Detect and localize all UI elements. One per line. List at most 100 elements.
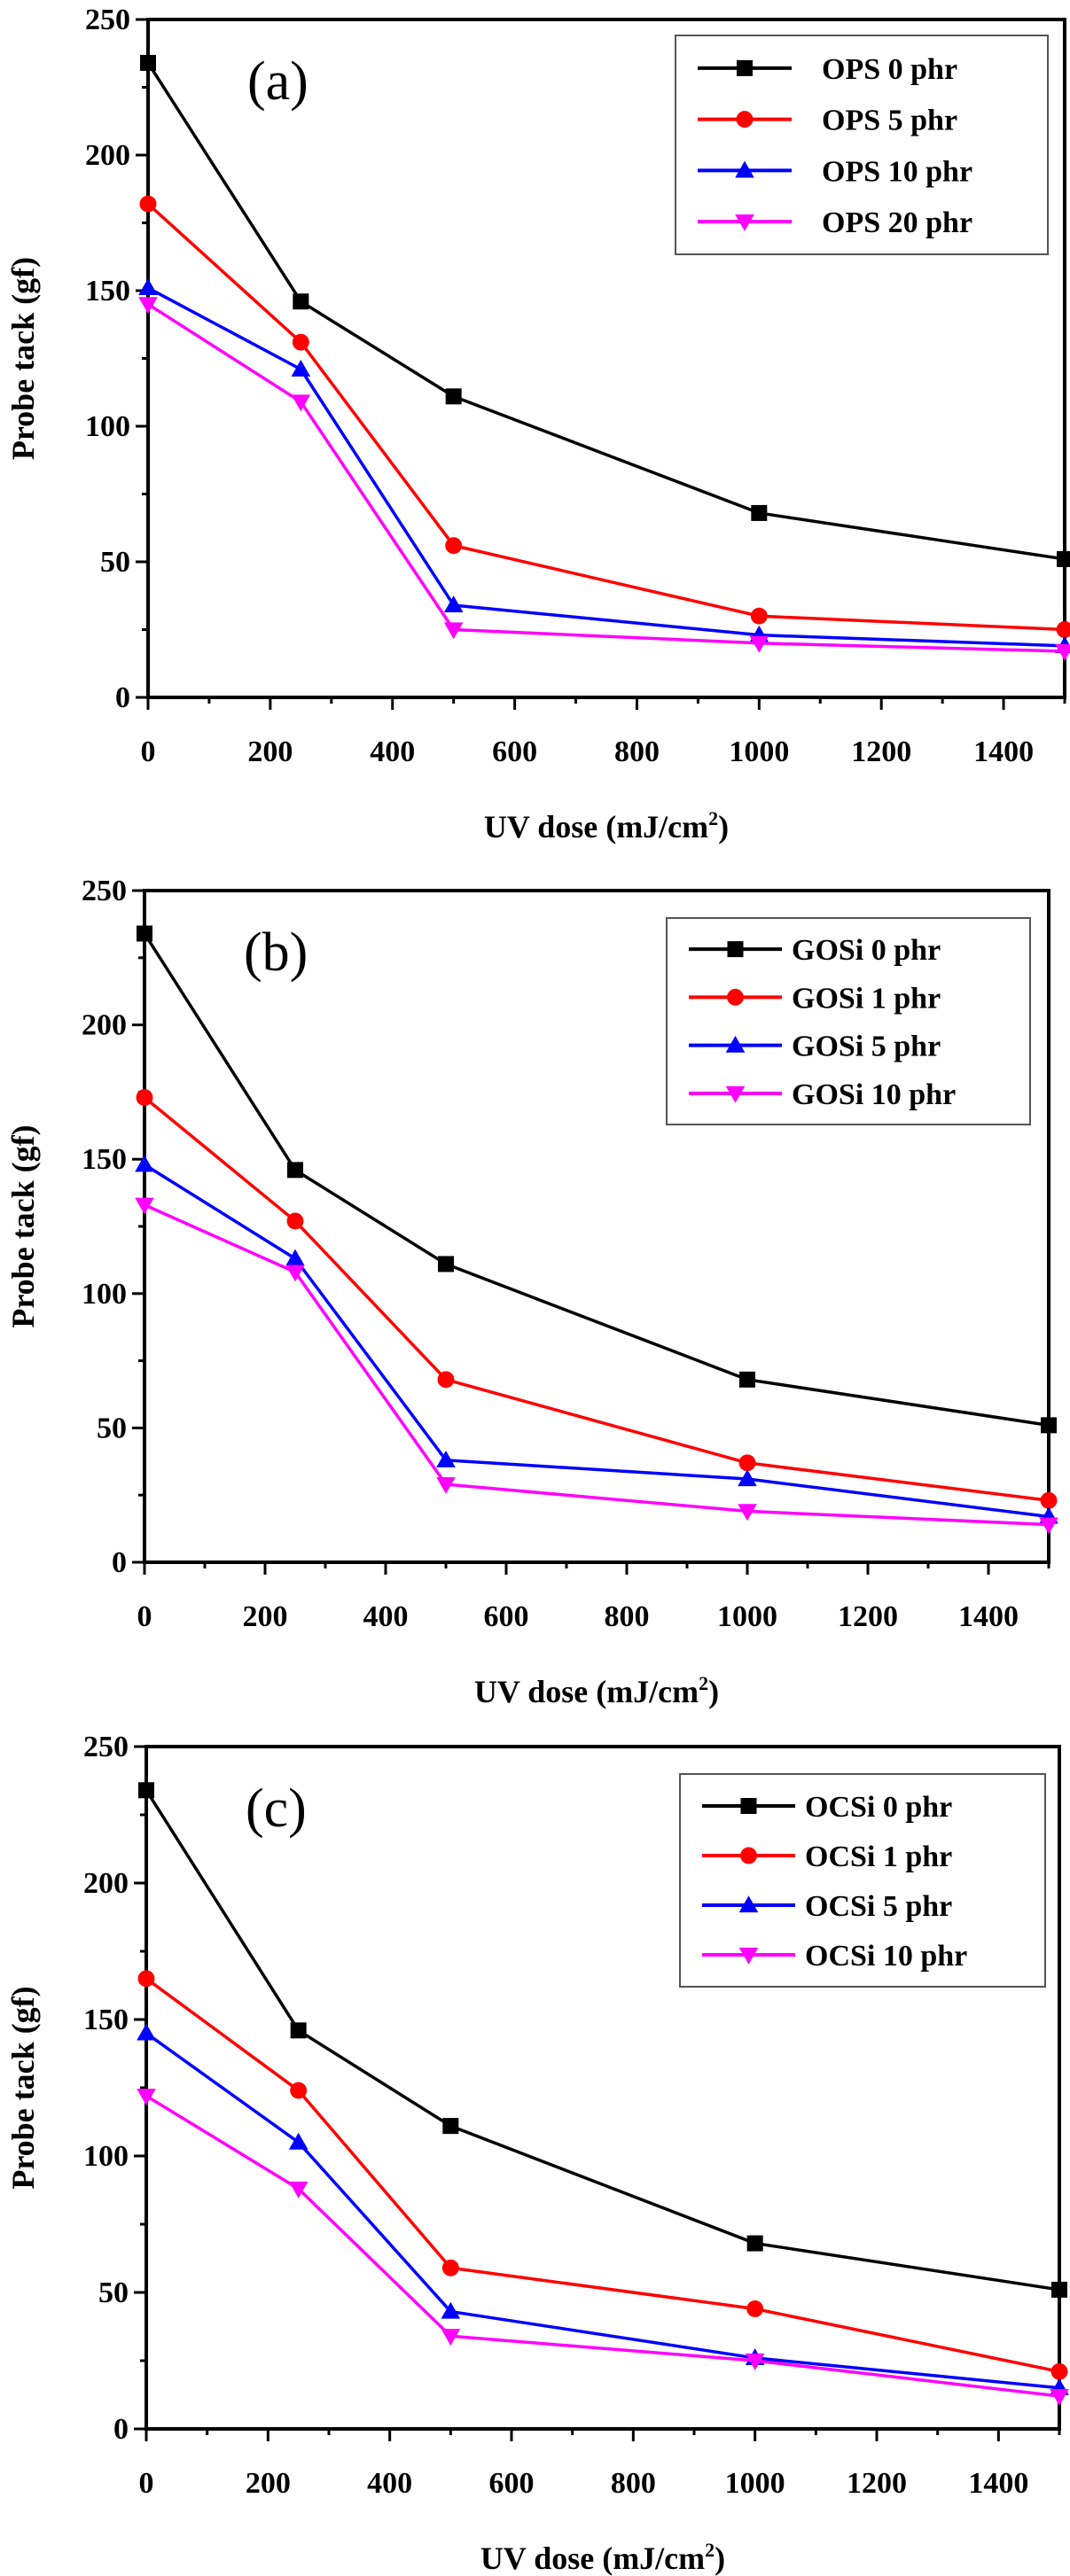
legend-marker [740, 1847, 757, 1864]
series-ocsi-1-phr [137, 1970, 1068, 2380]
data-point [292, 333, 309, 351]
data-point [1056, 621, 1070, 638]
data-point [746, 2235, 763, 2252]
series-ops-20-phr [138, 297, 1070, 661]
x-tick-label: 600 [484, 1600, 529, 1633]
x-tick-label: 0 [139, 2467, 154, 2500]
legend-item: GOSi 5 phr [689, 1031, 941, 1063]
series-line [144, 1203, 1050, 1527]
legend-box [666, 917, 1031, 1125]
x-tick-label: 600 [492, 735, 537, 768]
data-point [136, 1089, 153, 1106]
y-tick-label: 100 [85, 410, 130, 443]
legend-item: GOSi 0 phr [689, 934, 941, 967]
legend-item: OCSi 0 phr [702, 1791, 952, 1824]
x-tick-label: 400 [363, 1600, 409, 1633]
legend-item: OPS 5 phr [698, 105, 957, 137]
x-tick-label: 800 [614, 735, 660, 768]
series-gosi-1-phr [136, 1089, 1058, 1509]
data-point [738, 1454, 756, 1472]
x-tick-label: 1200 [851, 735, 911, 768]
data-point [290, 2022, 307, 2039]
data-point [445, 388, 462, 405]
y-tick-label: 200 [82, 1009, 127, 1042]
data-point [749, 635, 769, 653]
legend-label: GOSi 0 phr [792, 934, 941, 967]
data-point [139, 195, 157, 213]
series-ops-10-phr [138, 278, 1070, 653]
data-point [287, 1162, 303, 1179]
x-tick-label: 1000 [717, 1600, 777, 1633]
x-tick-label: 800 [605, 1600, 650, 1633]
legend-item: OPS 20 phr [698, 206, 972, 239]
y-tick-label: 250 [83, 1731, 129, 1763]
series-ocsi-0-phr [138, 1782, 1067, 2298]
data-point [138, 1782, 154, 1799]
data-point [437, 1371, 455, 1389]
data-point [291, 359, 311, 377]
data-point [138, 297, 158, 315]
legend-marker [738, 1947, 759, 1965]
data-point [285, 1249, 305, 1266]
legend-marker [725, 1086, 746, 1103]
legend-marker [727, 988, 744, 1006]
legend-box [679, 1773, 1046, 1988]
x-tick-label: 400 [370, 735, 415, 768]
chart-panel-a: 0 50 100 150 200 250 0 200 400 600 800 1000 1200 1400… [5, 4, 1070, 844]
data-point [137, 2089, 156, 2106]
data-point [750, 607, 768, 625]
y-tick-label: 250 [82, 875, 127, 907]
legend-label: OCSi 0 phr [805, 1791, 952, 1824]
legend-label: OPS 20 phr [822, 206, 972, 239]
legend-item: OCSi 1 phr [702, 1841, 952, 1873]
legend-marker [740, 1798, 757, 1814]
y-tick-label: 200 [83, 1867, 129, 1900]
panel-label: (c) [246, 1778, 307, 1839]
legend-label: GOSi 10 phr [792, 1078, 956, 1111]
y-tick-label: 0 [113, 2413, 129, 2446]
x-tick-label: 1400 [958, 1600, 1019, 1633]
data-point [1040, 1491, 1058, 1509]
data-point [441, 2329, 461, 2346]
data-point [135, 1155, 154, 1172]
legend-item: OCSi 10 phr [702, 1940, 967, 1973]
series-line [147, 286, 1066, 648]
panel-label: (a) [247, 51, 309, 112]
legend: GOSi 0 phr GOSi 1 phr GOSi 5 phr GOSi 10 ph… [666, 917, 1031, 1125]
y-tick-label: 200 [85, 139, 130, 172]
series-line [145, 2094, 1060, 2398]
data-point [738, 1504, 757, 1521]
legend-label: GOSi 1 phr [792, 982, 941, 1015]
data-point [286, 1212, 304, 1230]
legend-item: OCSi 5 phr [702, 1890, 952, 1923]
data-point [138, 278, 158, 296]
x-tick-label: 1000 [725, 2467, 785, 2500]
data-point [746, 2300, 764, 2317]
y-tick-label: 150 [85, 275, 130, 307]
data-point [441, 2301, 461, 2319]
y-axis-title: Probe tack (gf) [5, 1125, 41, 1327]
y-tick-label: 150 [82, 1143, 127, 1176]
legend-item: GOSi 10 phr [689, 1078, 956, 1111]
data-point [443, 595, 464, 613]
legend-label: OCSi 1 phr [805, 1841, 952, 1873]
x-tick-label: 1200 [838, 1600, 898, 1633]
y-tick-label: 0 [112, 1546, 127, 1579]
x-tick-label: 1000 [729, 735, 789, 768]
series-gosi-5-phr [135, 1155, 1058, 1524]
legend-marker [737, 59, 753, 76]
series-ops-0-phr [140, 54, 1070, 567]
legend-marker [738, 1895, 759, 1913]
legend-label: OPS 5 phr [822, 105, 957, 137]
legend-label: OPS 0 phr [822, 53, 957, 86]
y-tick-label: 0 [115, 681, 130, 714]
y-tick-label: 250 [85, 4, 130, 36]
x-axis-title: UV dose (mJ/cm2) [474, 1672, 719, 1709]
y-tick-label: 100 [82, 1278, 127, 1311]
series-line [144, 2031, 1060, 2390]
y-tick-label: 150 [83, 2004, 129, 2036]
panel-label: (b) [244, 922, 308, 983]
series-ops-5-phr [139, 195, 1070, 638]
series-line [144, 1977, 1060, 2374]
data-point [288, 2132, 309, 2150]
